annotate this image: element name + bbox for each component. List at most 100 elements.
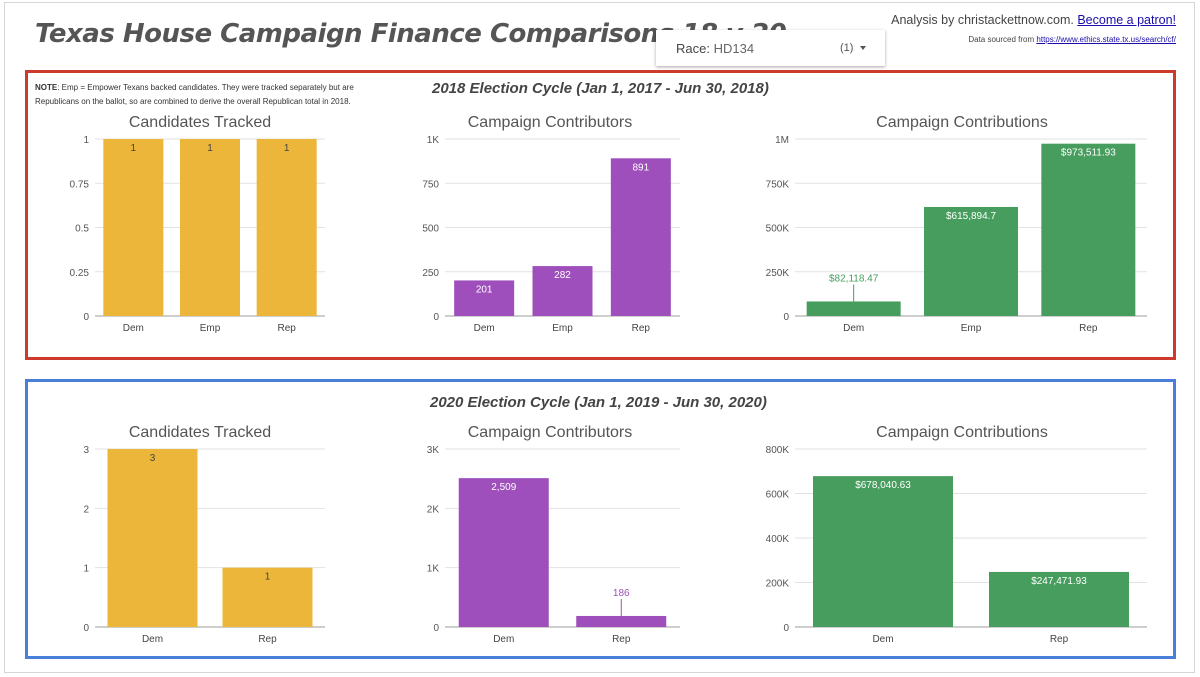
- y-tick-label: 0: [83, 312, 89, 323]
- y-tick-label: 2K: [427, 504, 440, 515]
- chart-title: Campaign Contributions: [876, 424, 1048, 441]
- data-label: 201: [476, 284, 493, 295]
- y-tick-label: 0.25: [70, 268, 90, 279]
- y-tick-label: 0: [783, 623, 789, 634]
- bar-rep: [610, 158, 671, 316]
- race-filter-value: HD134: [713, 41, 755, 56]
- x-tick-label: Dem: [872, 634, 893, 645]
- x-tick-label: Emp: [961, 323, 982, 334]
- data-label: $615,894.7: [946, 211, 996, 222]
- bar-rep: [222, 567, 313, 627]
- bar-rep: [989, 571, 1129, 627]
- chart-title: Campaign Contributions: [876, 114, 1048, 131]
- source-text: Data sourced from: [968, 35, 1035, 44]
- x-tick-label: Dem: [123, 323, 144, 334]
- bar-emp: [180, 139, 240, 316]
- bar-rep: [256, 139, 317, 316]
- y-tick-label: 750: [422, 179, 439, 190]
- x-tick-label: Dem: [493, 634, 514, 645]
- bar-dem: [458, 478, 549, 627]
- x-tick-label: Dem: [843, 323, 864, 334]
- data-label: 282: [554, 270, 571, 281]
- race-filter-label-text: Race:: [676, 41, 710, 56]
- x-tick-label: Rep: [1079, 323, 1098, 334]
- x-tick-label: Rep: [612, 634, 631, 645]
- y-tick-label: 400K: [766, 534, 790, 545]
- y-tick-label: 1K: [427, 135, 440, 146]
- x-tick-label: Rep: [277, 323, 296, 334]
- chart-title: Candidates Tracked: [129, 424, 271, 441]
- data-label: 1: [284, 143, 290, 154]
- y-tick-label: 500K: [766, 224, 790, 235]
- race-filter-dropdown[interactable]: Race: HD134 (1): [656, 30, 885, 66]
- credit-text: Analysis by christackettnow.com.: [891, 13, 1074, 27]
- chart-title: Candidates Tracked: [129, 114, 271, 131]
- note-text: NOTE: Emp = Empower Texans backed candid…: [35, 81, 390, 109]
- data-label: 891: [632, 162, 649, 173]
- bar-dem: [107, 449, 198, 627]
- chart-title: Campaign Contributors: [468, 114, 633, 131]
- chart-title: Campaign Contributors: [468, 424, 633, 441]
- section-title-2018: 2018 Election Cycle (Jan 1, 2017 - Jun 3…: [432, 80, 769, 97]
- y-tick-label: 750K: [766, 179, 790, 190]
- y-tick-label: 3: [83, 445, 89, 456]
- bar-rep: [1041, 143, 1136, 316]
- bar-dem: [454, 280, 515, 316]
- bar-emp: [532, 266, 593, 316]
- credit-line: Analysis by christackettnow.com. Become …: [891, 13, 1176, 27]
- x-tick-label: Rep: [1050, 634, 1069, 645]
- y-tick-label: 500: [422, 224, 439, 235]
- y-tick-label: 800K: [766, 445, 790, 456]
- data-label: $973,511.93: [1061, 148, 1116, 159]
- data-label: $247,471.93: [1031, 576, 1087, 587]
- patron-link[interactable]: Become a patron!: [1077, 13, 1176, 27]
- x-tick-label: Emp: [552, 323, 573, 334]
- x-tick-label: Rep: [632, 323, 651, 334]
- source-line: Data sourced from https://www.ethics.sta…: [968, 35, 1176, 44]
- bar-dem: [813, 476, 953, 627]
- y-tick-label: 3K: [427, 445, 440, 456]
- x-tick-label: Emp: [200, 323, 221, 334]
- data-label: $678,040.63: [855, 480, 911, 491]
- data-label: 2,509: [491, 482, 516, 493]
- data-label: 186: [613, 588, 630, 599]
- source-link[interactable]: https://www.ethics.state.tx.us/search/cf…: [1036, 35, 1176, 44]
- y-tick-label: 2: [83, 504, 89, 515]
- bar-emp: [924, 206, 1018, 316]
- y-tick-label: 1: [83, 564, 89, 575]
- note-body: : Emp = Empower Texans backed candidates…: [35, 83, 354, 106]
- report-frame: [4, 2, 1195, 673]
- panel-2020: [25, 379, 1176, 659]
- data-label: 3: [150, 453, 156, 464]
- y-tick-label: 0.75: [70, 179, 90, 190]
- y-tick-label: 1: [83, 135, 89, 146]
- bar-dem: [103, 139, 164, 316]
- data-label: 1: [265, 572, 271, 583]
- x-tick-label: Rep: [258, 634, 277, 645]
- panel-2018: [25, 70, 1176, 360]
- y-tick-label: 1M: [775, 135, 789, 146]
- data-label: $82,118.47: [829, 273, 879, 284]
- race-filter-count: (1): [840, 42, 854, 54]
- bar-dem: [806, 301, 901, 316]
- data-label: 1: [207, 143, 213, 154]
- y-tick-label: 600K: [766, 490, 790, 501]
- data-label: 1: [131, 143, 137, 154]
- note-label: NOTE: [35, 83, 58, 92]
- y-tick-label: 0.5: [75, 224, 89, 235]
- y-tick-label: 250: [422, 268, 439, 279]
- dropdown-arrow-icon[interactable]: [860, 46, 866, 50]
- x-tick-label: Dem: [474, 323, 495, 334]
- y-tick-label: 1K: [427, 564, 440, 575]
- y-tick-label: 250K: [766, 268, 790, 279]
- bar-rep: [576, 615, 667, 627]
- y-tick-label: 0: [83, 623, 89, 634]
- y-tick-label: 0: [433, 623, 439, 634]
- race-filter-label: Race: HD134: [676, 41, 754, 56]
